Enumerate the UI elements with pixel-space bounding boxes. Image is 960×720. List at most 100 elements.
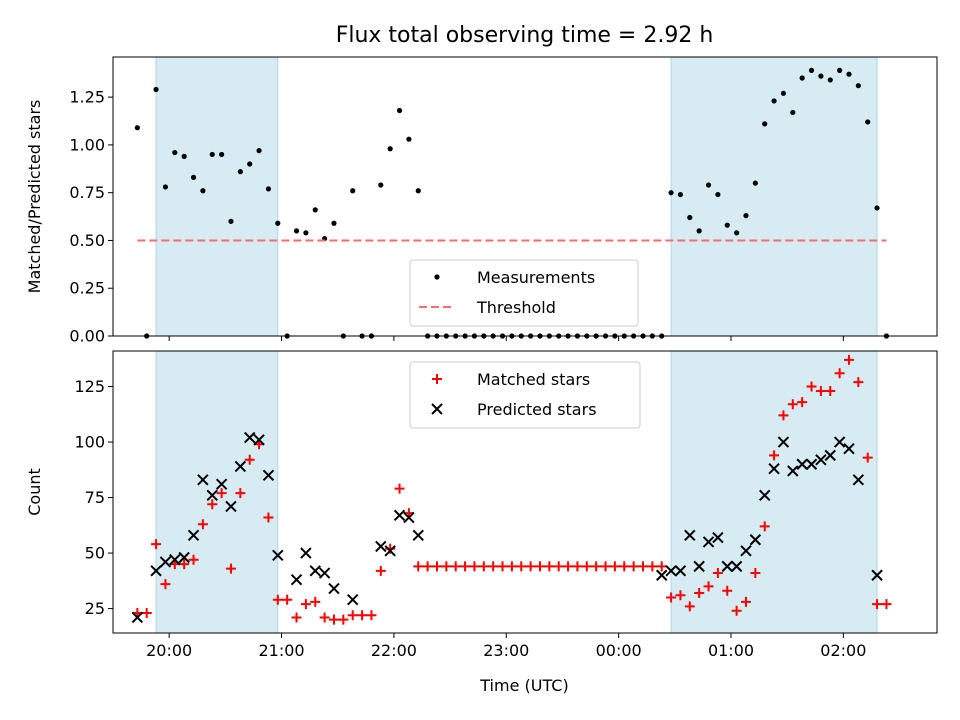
data-point: [759, 489, 771, 502]
data-point: [263, 512, 274, 523]
data-point: [131, 611, 144, 624]
data-point: [312, 207, 318, 213]
data-point: [187, 529, 200, 542]
data-point: [544, 561, 555, 572]
data-point: [805, 458, 818, 470]
data-point: [293, 228, 300, 234]
data-point: [715, 191, 721, 198]
data-point: [846, 71, 852, 77]
data-point: [151, 539, 162, 550]
data-point: [855, 83, 861, 89]
data-point: [572, 561, 583, 572]
data-point: [734, 230, 740, 236]
data-point: [406, 136, 412, 142]
data-point: [815, 385, 826, 396]
data-point: [394, 483, 405, 494]
data-point: [200, 188, 206, 194]
data-point: [705, 182, 712, 188]
y-tick-label: 75: [85, 488, 105, 507]
legend-box: [409, 361, 641, 429]
legend-label: Predicted stars: [477, 400, 597, 419]
data-point: [771, 98, 777, 104]
data-point: [225, 500, 237, 513]
data-point: [197, 474, 209, 486]
data-point: [328, 614, 339, 625]
data-point: [668, 190, 674, 196]
top-panel-ratio: 0.00 0.25 0.50 0.75 1.00 1.25 Matched/Predicte…: [25, 56, 938, 346]
data-point: [656, 569, 668, 581]
data-point: [234, 460, 247, 473]
series-1: [131, 431, 883, 624]
data-point: [215, 478, 228, 490]
data-point: [469, 561, 480, 572]
data-point: [291, 612, 302, 623]
data-point: [244, 431, 256, 444]
data-point: [769, 450, 780, 461]
data-point: [338, 614, 349, 625]
data-point: [197, 519, 208, 530]
data-point: [834, 368, 845, 379]
data-point: [309, 565, 321, 577]
y-tick-label: 25: [85, 599, 105, 618]
data-point: [478, 561, 489, 572]
data-point: [275, 220, 281, 226]
data-point: [609, 561, 620, 572]
data-point: [881, 599, 892, 610]
data-point: [619, 561, 630, 572]
data-point: [300, 599, 311, 610]
data-point: [256, 148, 262, 154]
data-point: [331, 220, 337, 226]
data-point: [253, 434, 265, 446]
data-point: [450, 561, 461, 572]
data-point: [600, 561, 611, 572]
x-tick-label: 22:00: [371, 641, 417, 660]
y-axis-label: Matched/Predicted stars: [25, 100, 44, 294]
data-point: [350, 188, 356, 194]
data-point: [862, 452, 873, 463]
data-point: [347, 610, 358, 621]
data-point: [824, 449, 836, 462]
data-point: [808, 67, 815, 73]
data-point: [872, 599, 883, 610]
data-point: [366, 610, 377, 621]
data-point: [637, 561, 648, 572]
data-point: [687, 214, 693, 221]
data-point: [827, 77, 833, 83]
data-point: [162, 184, 169, 190]
data-point: [319, 612, 330, 623]
x-tick-label: 00:00: [596, 641, 642, 660]
data-point: [712, 531, 724, 544]
data-point: [674, 565, 687, 577]
data-point: [852, 474, 865, 486]
x-tick-label: 20:00: [146, 641, 192, 660]
data-point: [207, 499, 218, 510]
data-point: [244, 454, 255, 465]
data-point: [818, 73, 824, 79]
data-point: [778, 410, 789, 421]
data-point: [272, 549, 284, 561]
data-point: [752, 180, 758, 186]
data-point: [749, 534, 762, 546]
x-tick-label: 23:00: [483, 641, 529, 660]
observing-window-1: [671, 351, 878, 633]
data-point: [853, 377, 864, 388]
y-tick-label: 0.25: [69, 279, 105, 298]
y-tick-label: 50: [85, 544, 105, 563]
data-point: [740, 545, 752, 557]
data-point: [693, 560, 705, 573]
data-point: [441, 561, 452, 572]
data-point: [403, 511, 415, 524]
data-point: [797, 397, 808, 408]
data-point: [290, 574, 303, 586]
data-point: [300, 547, 312, 559]
legend-label: Matched stars: [477, 370, 590, 389]
data-point: [790, 109, 796, 116]
data-point: [516, 561, 527, 572]
data-point: [799, 75, 805, 81]
data-point: [178, 551, 190, 564]
data-point: [375, 540, 387, 553]
y-tick-label: 0.75: [69, 183, 105, 202]
data-point: [190, 174, 197, 180]
y-tick-label: 1.25: [69, 88, 105, 107]
